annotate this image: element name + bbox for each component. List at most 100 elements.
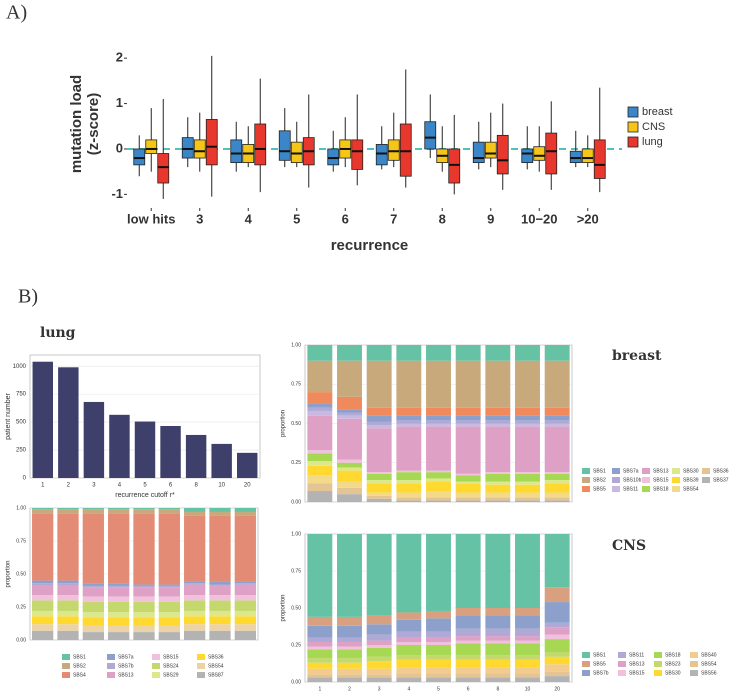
- bar-segment: [307, 483, 333, 492]
- legend-swatch: [582, 670, 590, 676]
- bar-segment: [515, 426, 540, 473]
- bar: [109, 414, 130, 478]
- y-tick-label: 1.00: [291, 342, 301, 348]
- bar-segment: [82, 632, 104, 640]
- bar-segment: [455, 615, 481, 629]
- bar-segment: [426, 667, 451, 674]
- bar-segment: [485, 643, 511, 656]
- bar-segment: [426, 659, 451, 668]
- bar-segment: [544, 483, 570, 493]
- bar-segment: [515, 360, 540, 408]
- legend-swatch: [627, 106, 639, 118]
- bar-segment: [307, 534, 333, 617]
- y-tick-label: 1: [116, 95, 123, 110]
- bar-segment: [184, 581, 206, 584]
- bar-segment: [337, 534, 362, 617]
- legend-label: SBS10b: [623, 477, 642, 483]
- legend-swatch: [62, 663, 70, 669]
- bar-segment: [307, 410, 333, 416]
- bar-segment: [515, 423, 540, 427]
- x-tick-label: 3: [196, 211, 203, 226]
- legend-swatch: [582, 661, 590, 667]
- bar-segment: [426, 420, 451, 424]
- bar-segment: [455, 608, 481, 616]
- bar-segment: [544, 634, 570, 640]
- bar-segment: [184, 630, 206, 640]
- bar-segment: [184, 508, 206, 512]
- bar-segment: [515, 643, 540, 656]
- legend-swatch: [197, 672, 205, 678]
- bar-segment: [366, 345, 392, 361]
- bar-segment: [82, 596, 104, 602]
- y-tick-label: 1000: [13, 364, 27, 370]
- bar-segment: [366, 407, 392, 416]
- bar-segment: [158, 585, 180, 588]
- bar-segment: [307, 616, 333, 626]
- bar-segment: [184, 584, 206, 596]
- y-tick-label: 0.25: [291, 460, 301, 466]
- bar-segment: [396, 472, 422, 481]
- panel-label: B): [18, 286, 38, 308]
- bar-segment: [32, 583, 54, 586]
- legend-label: SBS2: [593, 477, 606, 483]
- bar-segment: [366, 534, 392, 616]
- bar-segment: [485, 426, 511, 473]
- legend-swatch: [627, 136, 639, 148]
- legend-label: SBS23: [665, 661, 681, 667]
- bar-segment: [366, 421, 392, 426]
- bar-segment: [485, 484, 511, 493]
- legend-swatch: [582, 477, 590, 483]
- x-tick-label: 5: [437, 686, 440, 692]
- y-tick-label: 750: [16, 392, 27, 398]
- bar-segment: [515, 655, 540, 660]
- bar-segment: [455, 677, 481, 682]
- bar-segment: [515, 345, 540, 361]
- legend-swatch: [107, 654, 115, 660]
- bar-segment: [485, 492, 511, 498]
- bar-segment: [485, 500, 511, 502]
- bar-segment: [515, 500, 540, 502]
- bar-segment: [396, 619, 422, 632]
- bar-segment: [455, 497, 481, 501]
- bar-segment: [108, 617, 130, 626]
- bar-segment: [209, 595, 231, 601]
- bar-segment: [455, 420, 481, 424]
- bar-segment: [366, 472, 392, 474]
- box: [593, 139, 606, 179]
- bar-segment: [485, 659, 511, 668]
- x-tick-label: 8: [439, 211, 446, 226]
- bar-segment: [82, 625, 104, 633]
- bar-segment: [57, 513, 79, 581]
- bar-segment: [426, 645, 451, 656]
- bar-segment: [57, 509, 79, 514]
- legend-label: SBS15: [163, 654, 179, 660]
- bar-segment: [366, 640, 392, 645]
- x-tick-label: 5: [143, 483, 147, 489]
- legend-swatch: [672, 468, 680, 474]
- legend-swatch: [690, 670, 698, 676]
- legend-swatch: [690, 661, 698, 667]
- bar-segment: [515, 659, 540, 668]
- bar-segment: [337, 415, 362, 419]
- x-tick-label: 6: [342, 211, 349, 226]
- bar-segment: [307, 662, 333, 669]
- bar-segment: [396, 655, 422, 660]
- bar-segment: [133, 625, 155, 633]
- bar-segment: [455, 415, 481, 421]
- bar-segment: [366, 634, 392, 641]
- bar-segment: [396, 407, 422, 416]
- legend-label: SBS56: [701, 670, 717, 676]
- legend-label: SBS13: [629, 661, 645, 667]
- bar-segment: [366, 677, 392, 682]
- bar-segment: [544, 671, 570, 677]
- x-tick-label: 6: [467, 686, 470, 692]
- bar-segment: [337, 360, 362, 397]
- bar-segment: [366, 668, 392, 675]
- legend-swatch: [642, 468, 650, 474]
- bar-segment: [337, 674, 362, 678]
- bar-segment: [82, 617, 104, 626]
- bar-segment: [158, 617, 180, 626]
- bar-segment: [234, 610, 256, 617]
- bar-segment: [108, 509, 130, 514]
